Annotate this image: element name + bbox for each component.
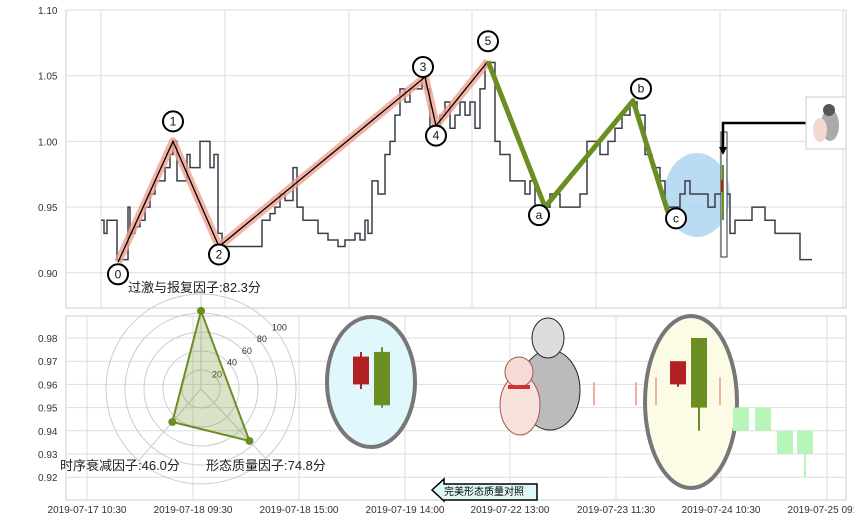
radar-ring-label: 80 [257,334,267,344]
wave-point-marker [107,263,129,286]
arrow-head-icon [719,147,727,155]
wave-point-label: c [673,211,679,225]
callout-arrow [721,121,806,150]
y-tick-label: 0.98 [38,334,58,345]
x-tick-label: 2019-07-25 09:30 [788,505,854,516]
factor2-label: 时序衰减因子:46.0分 [60,458,180,473]
x-tick-label: 2019-07-18 09:30 [154,505,233,516]
radar-axis [200,388,267,459]
y-tick-label: 0.97 [38,357,58,368]
correction-wave-line [485,60,671,214]
wave-point-marker [412,56,434,79]
y-tick-label: 0.96 [38,380,58,391]
y-tick-label: 0.95 [38,203,58,214]
current-bar-green [722,165,724,220]
wave-point-marker [477,30,499,53]
actual-candle [670,361,686,385]
following-candle [733,407,749,431]
radar-ring-label: 60 [242,346,252,356]
compare-button[interactable]: 完美形态质量对照 [430,477,538,503]
x-tick-label: 2019-07-18 15:00 [260,505,339,516]
wave-point-label: 2 [216,248,223,262]
factor3-label: 形态质量因子:74.8分 [206,458,326,473]
impulse-wave-line [117,60,489,263]
wave-point-label: 0 [115,267,122,281]
wave-point-marker [665,207,687,230]
following-candle [797,430,813,454]
wave-point-label: 5 [485,34,492,48]
x-tick-label: 2019-07-23 11:30 [577,505,656,516]
actual-candle [691,338,707,408]
y-tick-label: 1.00 [38,137,58,148]
wave-point-marker [208,243,230,266]
reference-ellipse [325,315,417,449]
wave-point-label: 1 [170,114,177,128]
radar-ring-label: 20 [212,369,222,379]
y-tick-label: 1.10 [38,6,58,17]
y-tick-label: 0.90 [38,269,58,280]
radar-point [197,306,205,315]
radar-point [245,436,254,445]
wave-point-label: a [536,208,543,222]
reference-candle [353,356,369,385]
x-tick-label: 2019-07-22 13:00 [471,505,550,516]
radar-ring-label: 40 [227,358,237,368]
dogs-illustration [499,317,581,436]
following-candle [777,430,793,454]
wave-point-label: 4 [433,129,440,143]
wave-point-marker [528,204,550,227]
radar-ring-label: 100 [272,323,287,333]
dog-thumbnail[interactable] [805,96,847,150]
following-candle [755,407,771,431]
x-tick-label: 2019-07-24 10:30 [682,505,761,516]
wave-point-label: 3 [420,60,427,74]
wave-point-label: b [638,82,645,96]
wave-point-marker [425,124,447,147]
y-tick-label: 0.93 [38,450,58,461]
x-tick-label: 2019-07-17 10:30 [48,505,127,516]
reference-candle [374,351,390,406]
factor1-label: 过激与报复因子:82.3分 [128,280,261,295]
wave-point-marker [162,110,184,133]
impulse-wave-band [114,58,492,264]
radar-polygon [171,307,252,443]
wave-point-marker [630,77,652,100]
y-tick-label: 1.05 [38,72,58,83]
y-tick-label: 0.94 [38,427,58,438]
y-tick-label: 0.95 [38,404,58,415]
y-tick-label: 0.92 [38,473,58,484]
compare-button-label: 完美形态质量对照 [444,485,524,498]
current-bar-red [721,180,723,192]
radar-point [168,417,177,426]
x-tick-label: 2019-07-19 14:00 [366,505,445,516]
